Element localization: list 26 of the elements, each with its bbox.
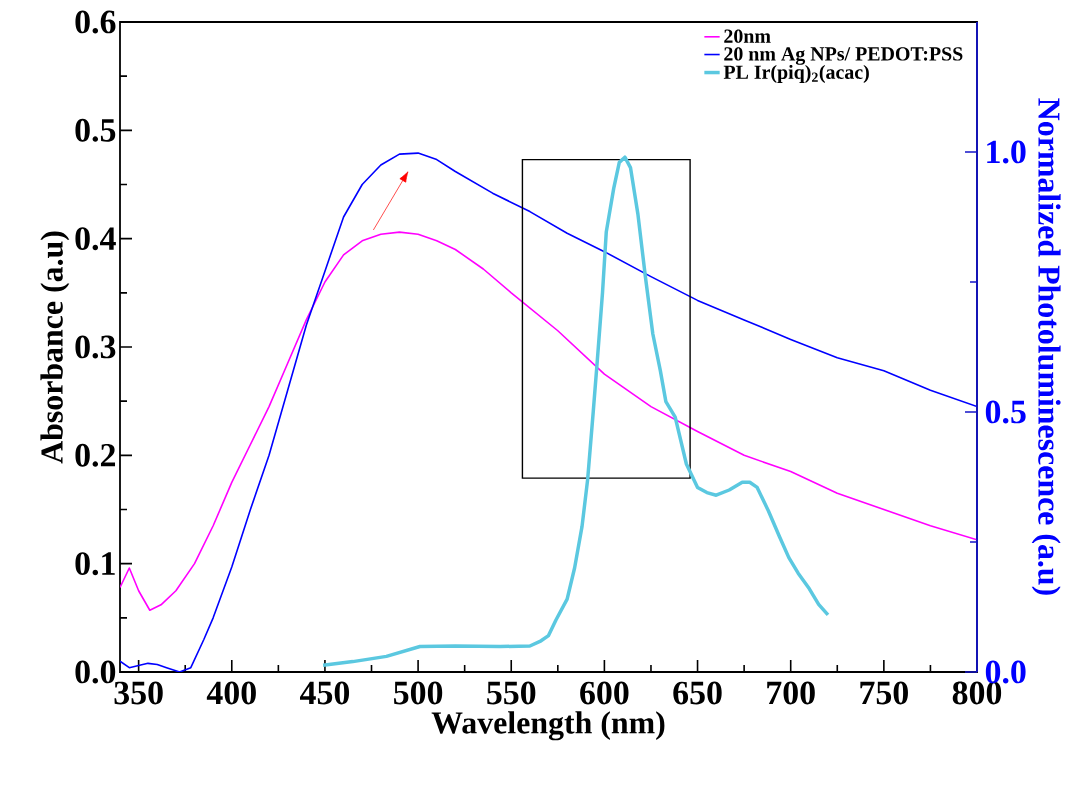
y2-tick-label: 1.0 [987, 140, 1026, 164]
y-tick-label: 0.3 [75, 335, 116, 359]
y-tick-label: 0.1 [75, 552, 115, 576]
x-tick-label: 600 [580, 681, 629, 705]
legend-label: 20 nm Ag NPs/ PEDOT:PSS [724, 47, 963, 65]
y2-tick-label: 0.5 [985, 400, 1026, 424]
y2-axis-title: Normalized Photoluminescence (a.u) [1031, 98, 1061, 595]
legend-label: 20nm [724, 29, 771, 43]
y-axis-title: Absorbance (a.u) [40, 231, 70, 464]
y-tick-label: 0.2 [75, 443, 116, 467]
x-tick-label: 700 [767, 681, 815, 705]
x-tick-label: 350 [114, 681, 163, 705]
line-series [321, 155, 830, 667]
x-tick-label: 450 [300, 681, 350, 705]
x-tick-label: 650 [673, 681, 722, 705]
x-tick-label: 400 [206, 681, 256, 705]
y-tick-label: 0.5 [75, 118, 116, 142]
x-tick-label: 500 [394, 681, 443, 705]
y-tick-label: 0.6 [75, 10, 116, 34]
x-tick-label: 750 [860, 681, 908, 705]
y-tick-label: 0.4 [75, 227, 116, 251]
y-tick-label: 0.0 [75, 660, 116, 684]
x-tick-label: 550 [487, 681, 536, 705]
legend-label: PL Ir(piq)$_{2}$(acac) [723, 64, 869, 83]
line-series [120, 231, 978, 612]
x-axis-title: Wavelength (nm) [431, 711, 665, 741]
